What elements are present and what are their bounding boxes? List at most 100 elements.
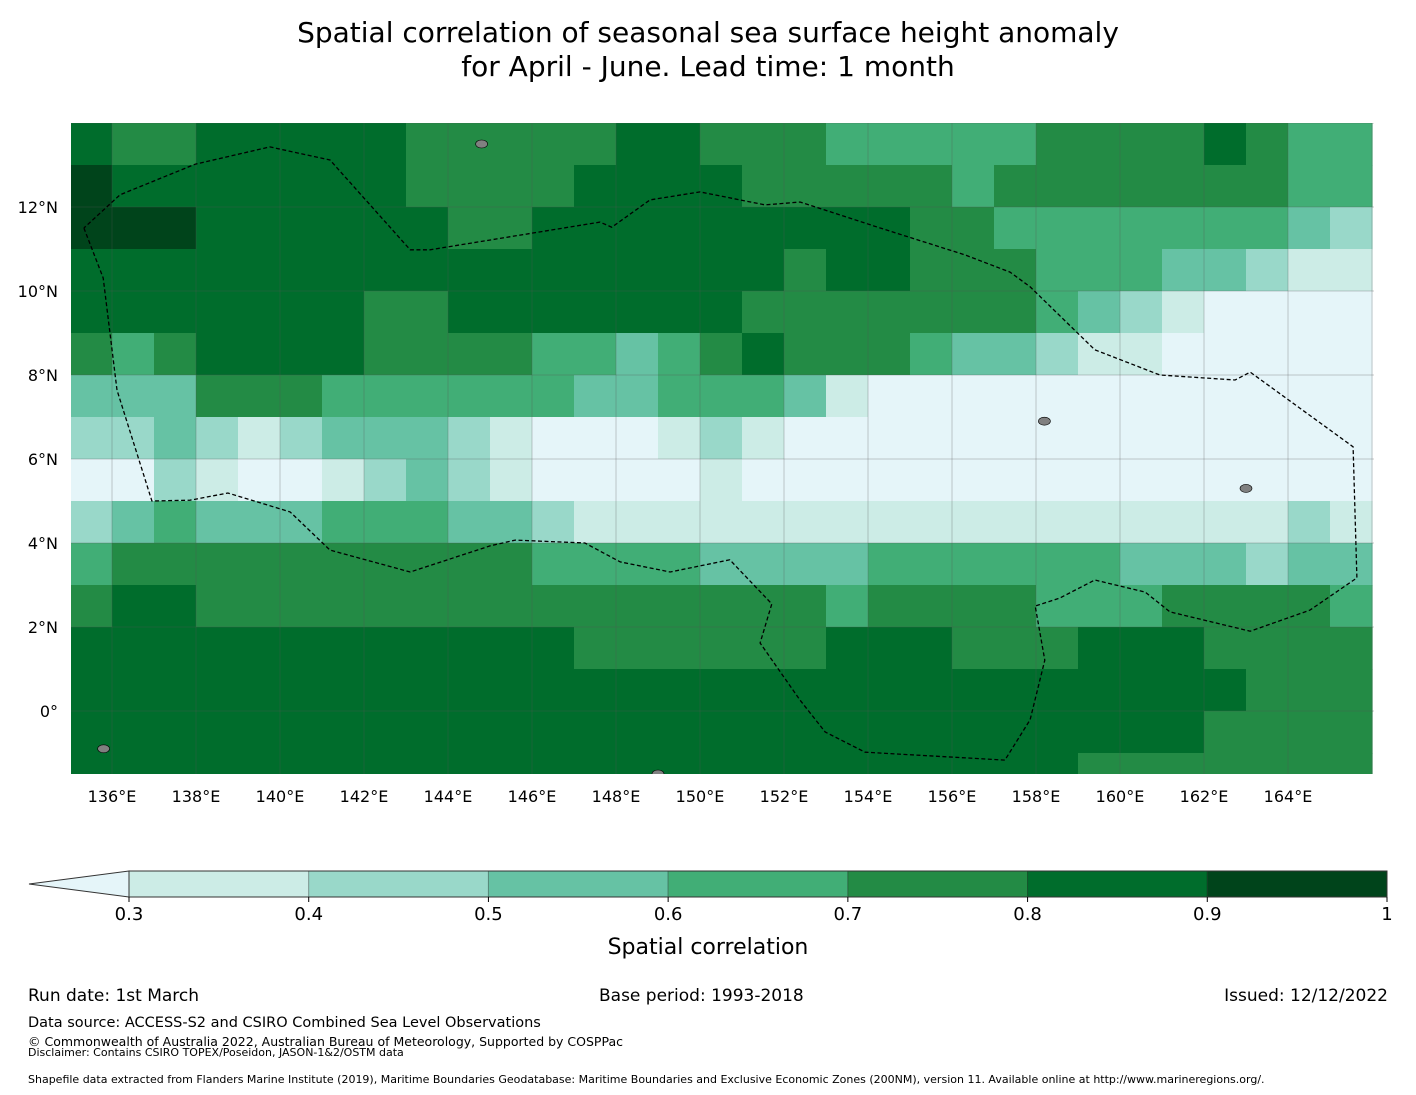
heatmap-cell	[112, 375, 155, 418]
heatmap-cell	[910, 123, 953, 166]
heatmap-cell	[994, 375, 1037, 418]
heatmap-cell	[490, 627, 533, 670]
heatmap-cell	[826, 543, 869, 586]
heatmap-cell	[742, 291, 785, 334]
colorbar-segment	[847, 870, 1029, 898]
heatmap-cell	[1330, 459, 1373, 502]
heatmap-cell	[784, 417, 827, 460]
heatmap-cell	[154, 165, 197, 208]
heatmap-cell	[784, 543, 827, 586]
heatmap-cell	[71, 207, 113, 250]
heatmap-cell	[910, 753, 953, 774]
heatmap-cell	[196, 711, 239, 754]
heatmap-cell	[952, 291, 995, 334]
heatmap-cell	[322, 627, 365, 670]
heatmap-cell	[322, 375, 365, 418]
heatmap-cell	[364, 669, 407, 712]
heatmap-cell	[1120, 417, 1163, 460]
heatmap-cell	[994, 627, 1037, 670]
heatmap-cell	[196, 543, 239, 586]
heatmap-cell	[742, 543, 785, 586]
heatmap-cell	[448, 249, 491, 292]
heatmap-cell	[868, 123, 911, 166]
colorbar-segment	[1027, 870, 1208, 898]
heatmap-cell	[1036, 669, 1079, 712]
heatmap-cell	[406, 543, 449, 586]
heatmap-cell	[616, 543, 659, 586]
heatmap-cell	[910, 627, 953, 670]
heatmap-cell	[112, 207, 155, 250]
heatmap-cell	[574, 249, 617, 292]
heatmap-cell	[1036, 249, 1079, 292]
heatmap-cell	[1204, 291, 1247, 334]
heatmap-cell	[952, 585, 995, 628]
heatmap-cell	[238, 669, 281, 712]
heatmap-cell	[322, 753, 365, 774]
heatmap-cell	[196, 123, 239, 166]
heatmap-cell	[1204, 123, 1247, 166]
heatmap-cell	[994, 333, 1037, 376]
heatmap-cell	[280, 207, 323, 250]
colorbar-segment	[667, 870, 849, 898]
heatmap-cell	[448, 585, 491, 628]
heatmap-cell	[364, 459, 407, 502]
heatmap-cell	[490, 207, 533, 250]
heatmap-cell	[1330, 249, 1373, 292]
heatmap-cell	[910, 417, 953, 460]
heatmap-cell	[71, 249, 113, 292]
colorbar-tick-label: 0.4	[294, 904, 323, 925]
heatmap-cell	[1246, 165, 1289, 208]
heatmap-cell	[826, 123, 869, 166]
heatmap-cell	[574, 333, 617, 376]
heatmap-cell	[952, 207, 995, 250]
heatmap-cell	[1036, 501, 1079, 544]
heatmap-cell	[1078, 627, 1121, 670]
heatmap-cell	[574, 627, 617, 670]
lon-tick-label: 146°E	[508, 787, 557, 806]
heatmap-cell	[322, 417, 365, 460]
heatmap-cell	[1078, 669, 1121, 712]
heatmap-cell	[784, 711, 827, 754]
heatmap-cell	[910, 249, 953, 292]
colorbar-tick-label: 0.5	[474, 904, 503, 925]
heatmap-cell	[1330, 543, 1373, 586]
heatmap-cell	[700, 543, 743, 586]
heatmap-cell	[1288, 165, 1331, 208]
heatmap-cell	[490, 165, 533, 208]
heatmap-cell	[952, 627, 995, 670]
heatmap-cell	[1288, 417, 1331, 460]
heatmap-cell	[1162, 375, 1205, 418]
lat-tick-label: 0°	[40, 702, 58, 721]
heatmap-cell	[658, 123, 701, 166]
heatmap-cell	[112, 711, 155, 754]
heatmap-cell	[406, 165, 449, 208]
heatmap-cell	[1288, 207, 1331, 250]
heatmap-cell	[364, 417, 407, 460]
heatmap-cell	[448, 543, 491, 586]
heatmap-cell	[238, 543, 281, 586]
heatmap-cell	[112, 753, 155, 774]
heatmap-cell	[280, 333, 323, 376]
heatmap-cell	[742, 669, 785, 712]
heatmap-cell	[280, 543, 323, 586]
heatmap-cell	[826, 459, 869, 502]
heatmap-cell	[700, 291, 743, 334]
heatmap-cell	[1036, 333, 1079, 376]
heatmap-cell	[994, 669, 1037, 712]
heatmap-cell	[1162, 585, 1205, 628]
heatmap-cell	[658, 585, 701, 628]
heatmap-cell	[1078, 165, 1121, 208]
heatmap-cell	[196, 501, 239, 544]
heatmap-cell	[784, 627, 827, 670]
heatmap-cell	[700, 417, 743, 460]
heatmap-cell	[196, 585, 239, 628]
heatmap-cell	[406, 249, 449, 292]
heatmap-cell	[1078, 543, 1121, 586]
heatmap-cell	[1246, 753, 1289, 774]
heatmap-cell	[238, 333, 281, 376]
heatmap-cell	[952, 375, 995, 418]
colorbar-segment	[1206, 870, 1388, 898]
heatmap-cell	[994, 585, 1037, 628]
heatmap-cell	[868, 207, 911, 250]
colorbar-tick-label: 0.7	[834, 904, 863, 925]
